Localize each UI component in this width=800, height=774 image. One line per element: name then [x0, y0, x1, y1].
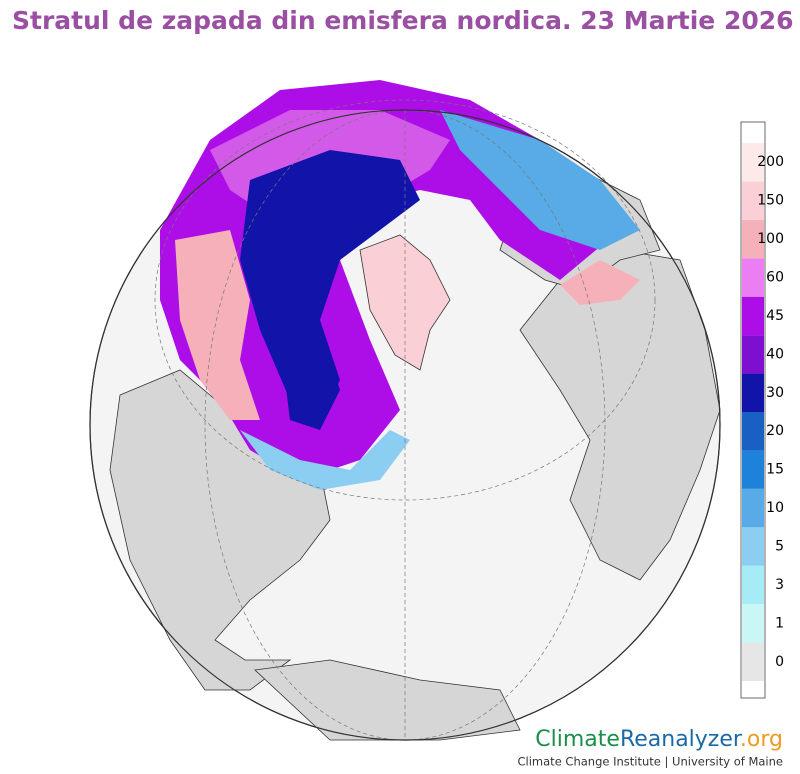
colorbar-bin — [742, 488, 764, 528]
colorbar: 0 1 3 5 10 15 20 30 40 45 60 100 150 200 — [742, 143, 784, 681]
colorbar-bin — [742, 373, 764, 412]
colorbar-label: 100 — [757, 231, 784, 247]
colorbar-bin — [742, 604, 764, 643]
colorbar-label: 40 — [766, 346, 784, 362]
colorbar-bin — [742, 296, 764, 336]
brand: ClimateReanalyzer.org — [535, 727, 783, 752]
colorbar-label: 5 — [775, 539, 784, 555]
colorbar-bin — [742, 527, 764, 566]
map-title: Stratul de zapada din emisfera nordica. … — [12, 6, 794, 35]
brand-subtitle: Climate Change Institute | University of… — [518, 755, 783, 769]
colorbar-label: 45 — [766, 308, 784, 324]
colorbar-bin — [742, 219, 764, 259]
colorbar-label: 1 — [775, 615, 784, 631]
globe — [89, 80, 721, 741]
colorbar-label: 10 — [766, 500, 784, 516]
colorbar-bin — [742, 181, 764, 220]
colorbar-bin — [742, 412, 764, 451]
colorbar-label: 150 — [757, 193, 784, 209]
colorbar-bin — [742, 450, 764, 489]
brand-org: .org — [740, 727, 783, 752]
brand-reanalyzer: Reanalyzer — [620, 727, 743, 752]
colorbar-bin — [742, 143, 764, 182]
colorbar-label: 60 — [766, 270, 784, 286]
colorbar-label: 200 — [757, 154, 784, 170]
colorbar-bin — [742, 335, 764, 374]
brand-climate: Climate — [535, 727, 620, 752]
colorbar-bin — [742, 258, 764, 297]
colorbar-bin — [742, 565, 764, 605]
colorbar-label: 30 — [766, 385, 784, 401]
colorbar-label: 3 — [775, 577, 784, 593]
colorbar-label: 20 — [766, 423, 784, 439]
colorbar-label: 0 — [775, 654, 784, 670]
colorbar-bin — [742, 642, 764, 681]
colorbar-label: 15 — [766, 462, 784, 478]
